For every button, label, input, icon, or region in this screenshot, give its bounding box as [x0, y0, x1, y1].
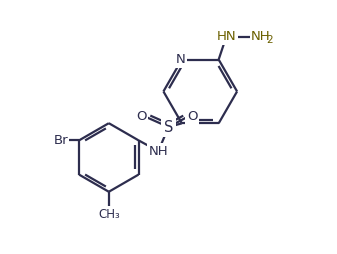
- Text: Br: Br: [53, 134, 68, 147]
- Text: O: O: [136, 110, 146, 123]
- Text: 2: 2: [266, 35, 273, 45]
- Text: NH: NH: [149, 145, 168, 158]
- Text: S: S: [164, 119, 173, 135]
- Text: CH₃: CH₃: [98, 208, 120, 221]
- Text: NH: NH: [250, 30, 270, 43]
- Text: O: O: [187, 110, 197, 123]
- Text: N: N: [176, 53, 185, 66]
- Text: HN: HN: [216, 30, 236, 43]
